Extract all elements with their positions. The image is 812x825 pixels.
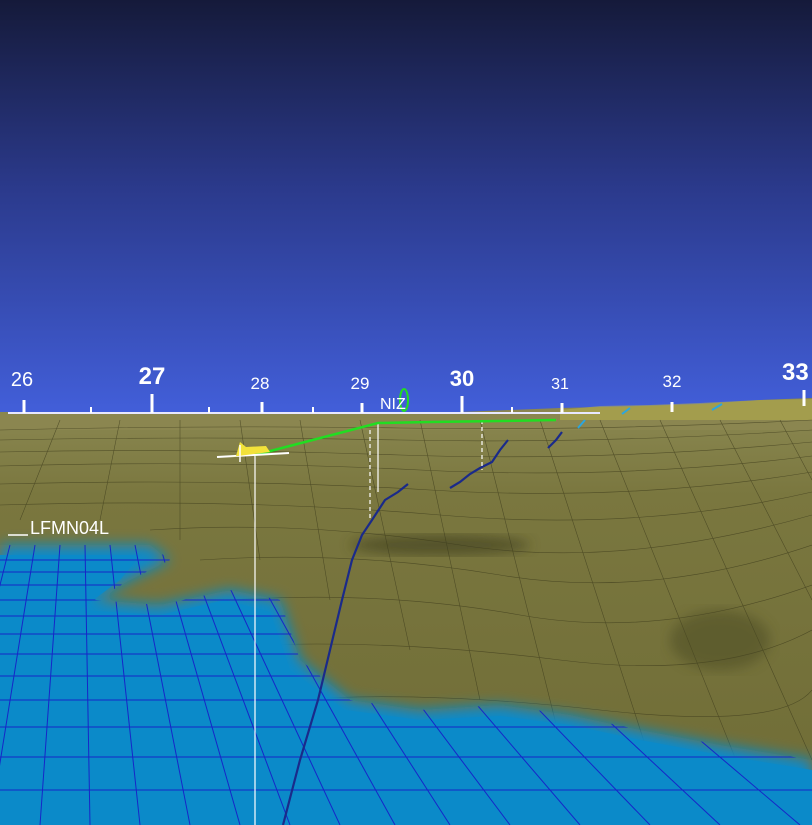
heading-tick: 28: [251, 374, 270, 413]
heading-tick-label: 33: [782, 359, 809, 386]
altitude-lines: [254, 420, 483, 825]
heading-tick-label: 30: [450, 366, 474, 391]
airport-label: LFMN04L: [30, 518, 109, 538]
distant-ridge: [0, 398, 812, 430]
waypoint-niz[interactable]: NIZ: [380, 388, 409, 413]
aircraft-icon[interactable]: [216, 442, 290, 462]
heading-tick: 32: [663, 372, 682, 412]
valley-shadow-2: [670, 610, 770, 670]
airport-label-group[interactable]: LFMN04L: [8, 518, 109, 538]
heading-tick: 29: [351, 374, 370, 413]
flight-track-far: [577, 403, 723, 429]
heading-tick: 31: [551, 376, 569, 413]
distant-highlight: [560, 399, 812, 420]
heading-tick-label: 29: [351, 374, 370, 393]
heading-tick-label: 28: [251, 374, 270, 393]
heading-tick: 27: [139, 363, 166, 413]
heading-tick: 30: [450, 366, 474, 413]
heading-tick-label: 31: [551, 376, 569, 393]
flight-track: [281, 431, 563, 825]
planned-route: [254, 418, 557, 457]
heading-scale: 26 27 28 29 30 31 32: [11, 359, 809, 413]
heading-tick-label: 32: [663, 372, 682, 391]
heading-tick: 33: [782, 359, 809, 406]
waypoint-marker-icon: [399, 388, 409, 412]
heading-tick: 26: [11, 369, 33, 413]
sky: [0, 0, 812, 420]
heading-tick-label: 27: [139, 363, 166, 390]
waypoint-label: NIZ: [380, 396, 406, 413]
heading-tick-label: 26: [11, 369, 33, 391]
valley-shadow: [350, 535, 530, 555]
